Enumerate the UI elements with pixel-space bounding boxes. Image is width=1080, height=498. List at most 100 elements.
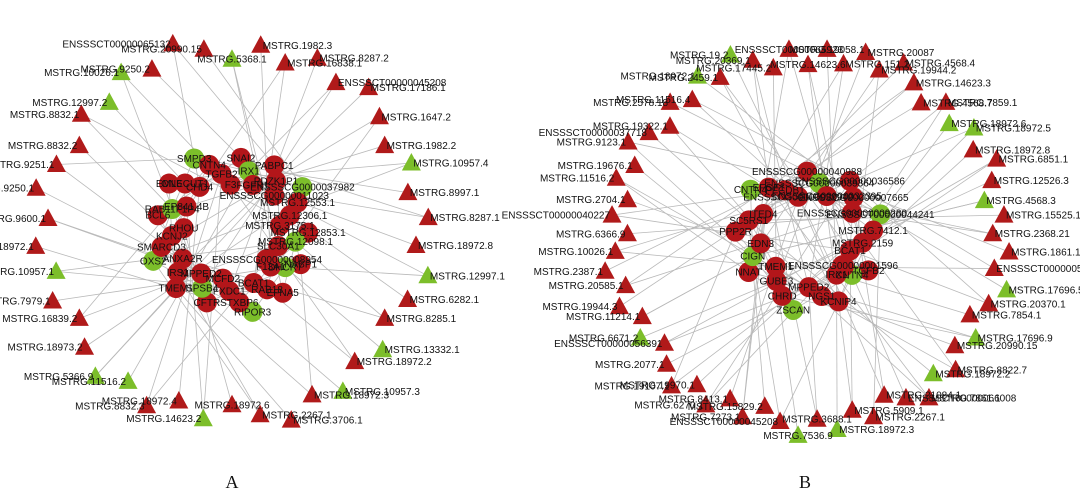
gene-node-circle bbox=[192, 277, 213, 298]
node-label-mstrg-17186-1: MSTRG.17186.1 bbox=[371, 83, 446, 94]
node-label-mstrg-16839-2: MSTRG.16839.2 bbox=[2, 314, 77, 325]
edge bbox=[84, 202, 298, 348]
node-label-mstrg-10957-4: MSTRG.10957.4 bbox=[413, 159, 488, 170]
gene-label-pdzk1p1: PDZK1P1 bbox=[254, 176, 299, 187]
node-label-mstrg-16838-1: MSTRG.16838.1 bbox=[287, 59, 362, 70]
node-label-mstrg-13332-1: MSTRG.13332.1 bbox=[385, 345, 460, 356]
edge bbox=[56, 158, 195, 165]
edge bbox=[806, 171, 1010, 253]
node-label-mstrg-5368-1: MSTRG.5368.1 bbox=[197, 55, 267, 66]
gene-node-circle bbox=[242, 174, 263, 195]
gene-label-tgfb2: TGFB2 bbox=[205, 169, 238, 180]
edge bbox=[692, 99, 851, 182]
gene-label-onecut1: ONECUT1 bbox=[161, 179, 209, 190]
edge bbox=[669, 125, 769, 188]
gene-label-nnat: NNAT bbox=[735, 268, 761, 279]
mirna-node-triangle bbox=[657, 354, 677, 372]
edge bbox=[146, 245, 279, 407]
edge bbox=[772, 67, 777, 282]
node-label-mstrg-7536-9: MSTRG.7536.9 bbox=[763, 431, 833, 442]
mirna-node-triangle bbox=[654, 333, 674, 351]
gene-label-ngs1: NGS1 bbox=[808, 292, 836, 303]
gene-label-tmem1: TMEM1 bbox=[158, 284, 193, 295]
node-label-mstrg-2578-18: MSTRG.2578.18 bbox=[593, 98, 668, 109]
node-label-mstrg-9123-1: MSTRG.9123.1 bbox=[557, 137, 627, 148]
node-label-mstrg-151-2: MSTRG.151.2 bbox=[846, 59, 910, 70]
node-label-mstrg-19944-3: MSTRG.19944.3 bbox=[542, 302, 617, 313]
mirna-node-triangle bbox=[375, 135, 395, 154]
mirna-node-triangle bbox=[333, 381, 353, 399]
mirna-node-triangle bbox=[923, 363, 943, 382]
edge bbox=[625, 212, 853, 287]
mirna-node-triangle bbox=[43, 290, 63, 309]
mirna-node-triangle bbox=[610, 296, 630, 315]
gene-label-cntn4: CNTN4 bbox=[734, 185, 768, 196]
mirna-node-triangle bbox=[779, 39, 799, 57]
gene-label-irx1: IRX1 bbox=[825, 270, 848, 281]
gene-node-circle bbox=[290, 254, 311, 275]
node-label-mstrg-19107-1: MSTRG.19107.1 bbox=[594, 381, 669, 392]
edge bbox=[692, 99, 799, 198]
mirna-node-triangle bbox=[945, 335, 965, 354]
mirna-node-triangle bbox=[982, 170, 1002, 189]
gene-node-circle bbox=[266, 170, 287, 191]
gene-label-cign: CIGN bbox=[740, 252, 765, 263]
node-label-mstrg-20990-15: MSTRG.20990.15 bbox=[957, 341, 1038, 352]
node-label-mstrg-10957-3: MSTRG.10957.3 bbox=[345, 387, 420, 398]
node-label-mstrg-2368-21: MSTRG.2368.21 bbox=[995, 229, 1070, 240]
edge bbox=[151, 68, 242, 159]
edge bbox=[719, 77, 851, 251]
node-label-mstrg-7861-1: MSTRG.7861.1 bbox=[931, 393, 1001, 404]
node-label-mstrg-18972-5: MSTRG.18972.5 bbox=[976, 124, 1051, 135]
gene-label-mstrg-2159: MSTRG.2159 bbox=[832, 238, 894, 249]
node-label-mstrg-18972-6: MSTRG.18972.6 bbox=[194, 400, 269, 411]
gene-label-ep841-4b: EP841.4B bbox=[164, 202, 209, 213]
gene-node-circle bbox=[758, 177, 779, 198]
node-label-mstrg-18972-8: MSTRG.18972.8 bbox=[975, 145, 1050, 156]
edge bbox=[109, 102, 186, 184]
node-label-mstrg-10026-1: MSTRG.10026.1 bbox=[44, 68, 119, 79]
mirna-node-triangle bbox=[250, 404, 270, 423]
node-label-mstrg-2704-1: MSTRG.2704.1 bbox=[556, 195, 626, 206]
gene-label-enssscg00000036586: ENSSSCG00000036586 bbox=[795, 176, 906, 187]
hub-node-circle bbox=[832, 255, 854, 277]
edge bbox=[194, 158, 408, 194]
edge bbox=[849, 250, 989, 305]
gene-node-circle bbox=[285, 231, 306, 252]
edge bbox=[838, 301, 853, 411]
node-label-mstrg-19058-1: MSTRG.19058.1 bbox=[790, 45, 865, 56]
gene-label-mcfd2: MCFD2 bbox=[206, 274, 241, 285]
gene-label-bcl6: BCL6 bbox=[145, 211, 170, 222]
gene-label-enssscg00000009280: ENSSSCG00000009280 bbox=[797, 208, 908, 219]
node-label-mstrg-18972-4: MSTRG.18972.4 bbox=[102, 396, 177, 407]
mirna-node-triangle bbox=[770, 411, 790, 430]
mirna-node-triangle bbox=[807, 409, 827, 427]
edge bbox=[230, 184, 429, 218]
gene-label-mstrg-7412-1: MSTRG.7412.1 bbox=[838, 226, 908, 237]
edge bbox=[819, 182, 956, 371]
node-label-mstrg-17445-2: MSTRG.17445.2 bbox=[696, 63, 771, 74]
gene-node-circle bbox=[725, 221, 746, 242]
gene-label-irx1: IRX1 bbox=[238, 167, 261, 178]
mirna-node-triangle bbox=[997, 279, 1017, 298]
mirna-node-triangle bbox=[984, 258, 1004, 277]
gene-label-irs1: IRS1 bbox=[167, 268, 190, 279]
node-label-mstrg-18973-2: MSTRG.18973.2 bbox=[7, 343, 82, 354]
mirna-node-triangle bbox=[963, 139, 983, 158]
mirna-node-triangle bbox=[142, 59, 162, 77]
mirna-node-triangle bbox=[710, 67, 730, 85]
edge bbox=[742, 187, 770, 417]
edge bbox=[81, 113, 309, 233]
gene-label-enssscg00000032942: ENSSSCG00000032942 bbox=[743, 192, 854, 203]
edge bbox=[669, 102, 808, 172]
gene-node-circle bbox=[783, 299, 804, 320]
gene-label-bcat1: BCAT1 bbox=[238, 278, 270, 289]
gene-label-cntn4: CNTN4 bbox=[835, 270, 869, 281]
gene-node-circle bbox=[243, 272, 264, 293]
gene-label-f13a1: F13A1 bbox=[256, 262, 286, 273]
gene-node-circle bbox=[158, 173, 179, 194]
gene-node-circle bbox=[269, 215, 290, 236]
mirna-node-triangle bbox=[817, 39, 837, 57]
mirna-node-triangle bbox=[71, 104, 91, 122]
